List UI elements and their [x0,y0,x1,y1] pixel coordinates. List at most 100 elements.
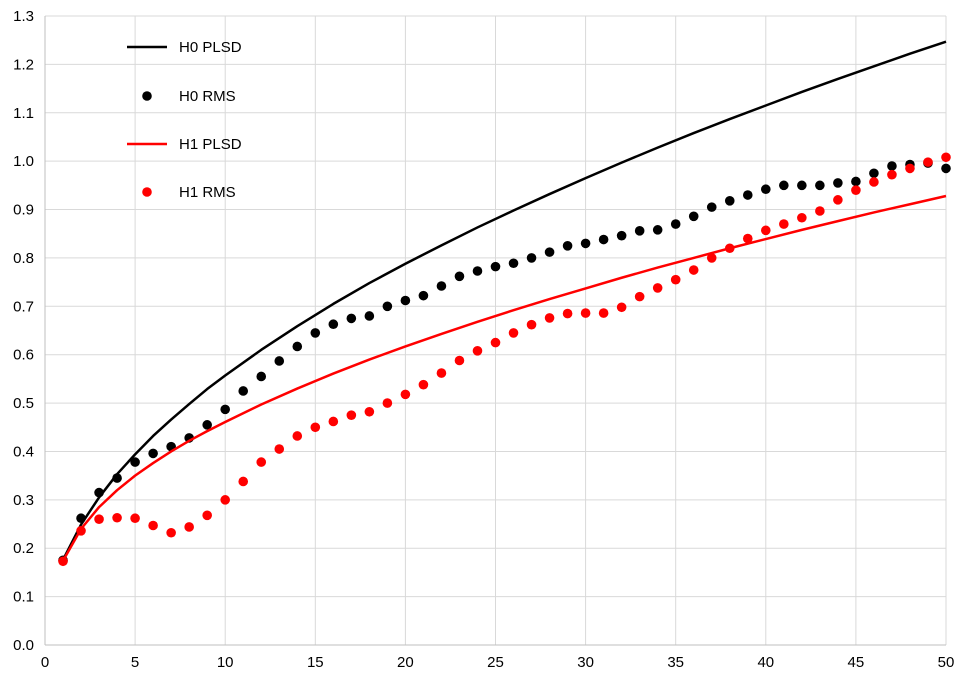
y-tick-label: 0.0 [13,637,34,654]
point-h0-rms [706,202,717,212]
point-h0-rms [310,328,321,338]
point-h1-rms [274,444,285,454]
point-h0-rms [544,247,555,257]
point-h0-rms [634,226,645,236]
point-h0-rms [346,313,357,324]
point-h0-rms [238,386,249,396]
point-h0-rms [76,513,86,524]
point-h0-rms [869,168,879,179]
point-h1-rms [580,308,591,318]
point-h1-rms [923,157,933,167]
point-h0-rms [580,238,591,249]
point-h1-rms [310,422,321,433]
point-h1-rms [905,163,915,174]
point-h0-rms [815,180,825,191]
point-h0-rms [616,230,627,241]
y-tick-label: 0.7 [13,298,34,315]
point-h1-rms [76,526,86,536]
point-h0-rms [742,190,753,200]
y-tick-label: 0.9 [13,202,34,219]
x-tick-label: 50 [938,654,955,671]
tick-labels: 0.0 0.1 0.2 0.3 0.4 0.5 0.6 0.7 0.8 0.9 1.0 1.1 1.2 1… [13,8,954,671]
point-h1-rms [364,406,375,417]
point-h1-rms [58,556,68,567]
point-h1-rms [742,233,753,244]
point-h1-rms [869,177,879,187]
point-h1-rms [256,457,267,467]
point-h1-rms [526,319,537,330]
point-h0-rms [526,253,537,263]
legend-item-h0-plsd: H0 PLSD [127,39,242,56]
point-h0-rms [112,473,122,483]
point-h0-rms [670,219,681,229]
point-h0-rms [652,225,663,235]
point-h0-rms [328,319,339,330]
point-h0-rms [562,241,573,251]
point-h0-rms [761,184,771,195]
point-h0-rms [400,295,411,306]
point-h1-rms [202,510,212,521]
y-tick-label: 0.3 [13,492,34,509]
point-h0-rms [688,211,699,222]
x-tick-label: 35 [667,654,684,671]
legend-label: H0 RMS [179,88,236,105]
legend-label: H1 PLSD [179,136,242,153]
axes [44,16,946,646]
point-h1-rms [616,302,627,313]
x-tick-label: 20 [397,654,414,671]
x-tick-label: 30 [577,654,594,671]
point-h1-rms [941,152,951,163]
x-tick-label: 0 [41,654,49,671]
point-h0-rms [508,258,519,269]
legend-item-h0-rms: H0 RMS [142,88,236,105]
y-tick-label: 1.1 [13,105,34,122]
y-tick-label: 0.5 [13,395,34,412]
point-h0-rms [256,371,267,382]
point-h0-rms [833,178,843,188]
point-h1-rms [454,355,465,366]
point-h1-rms [562,308,573,319]
point-h1-rms [490,337,501,348]
x-tick-label: 45 [848,654,865,671]
legend-item-h1-rms: H1 RMS [142,184,236,201]
y-tick-label: 1.2 [13,56,34,73]
point-h0-rms [148,448,158,459]
x-tick-label: 15 [307,654,324,671]
point-h0-rms [797,180,807,191]
y-tick-label: 0.1 [13,589,34,606]
legend-swatch-marker [142,187,152,197]
point-h0-rms [382,301,393,312]
y-tick-label: 1.0 [13,153,34,170]
point-h1-rms [130,513,140,524]
point-h1-rms [472,346,483,356]
x-tick-label: 40 [757,654,774,671]
point-h1-rms [238,476,249,487]
point-h1-rms [220,495,230,505]
point-h0-rms [220,404,230,415]
point-h1-rms [400,389,411,400]
point-h1-rms [112,512,122,523]
point-h0-rms [724,196,735,206]
point-h1-rms [166,527,176,538]
point-h0-rms [94,487,104,498]
point-h1-rms [724,243,735,254]
legend-label: H1 RMS [179,184,236,201]
legend-label: H0 PLSD [179,39,242,56]
point-h0-rms [274,356,285,366]
point-h1-rms [851,185,861,195]
point-h1-rms [634,291,645,302]
line-h1-plsd [61,194,947,562]
y-tick-label: 0.2 [13,540,34,557]
point-h0-rms [779,180,789,191]
point-h1-rms [328,416,339,427]
point-h1-rms [706,253,717,263]
series-layer [58,40,951,567]
point-h1-rms [418,379,429,390]
x-tick-label: 5 [131,654,139,671]
point-h0-rms [292,341,303,352]
point-h1-rms [761,225,771,236]
point-h0-rms [598,234,609,245]
point-h1-rms [887,169,897,180]
point-h1-rms [688,265,699,275]
